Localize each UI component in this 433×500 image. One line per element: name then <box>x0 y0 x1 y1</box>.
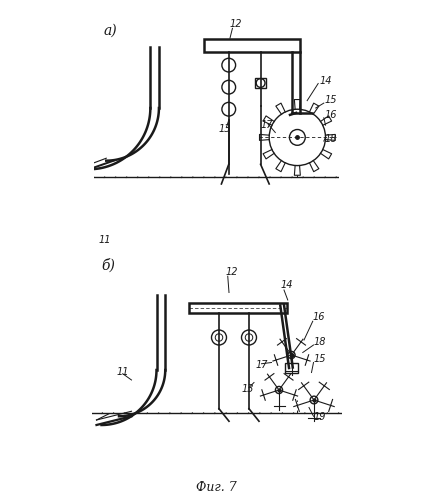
Text: а): а) <box>104 24 117 38</box>
Text: 15: 15 <box>314 354 326 364</box>
Bar <box>189 302 287 312</box>
Text: 19: 19 <box>314 412 326 422</box>
Text: Фиг. 7: Фиг. 7 <box>196 481 237 494</box>
Text: 17: 17 <box>255 360 268 370</box>
Text: 18: 18 <box>314 337 326 347</box>
Text: б): б) <box>101 258 115 273</box>
Text: 16: 16 <box>324 110 337 120</box>
Text: 16: 16 <box>313 312 325 322</box>
Text: 17: 17 <box>261 120 273 130</box>
Text: 13: 13 <box>242 384 254 394</box>
Bar <box>255 78 266 88</box>
FancyArrow shape <box>76 164 88 171</box>
Text: 12: 12 <box>225 267 238 277</box>
Text: 18: 18 <box>324 134 337 144</box>
Text: 15: 15 <box>324 95 337 105</box>
Text: 13: 13 <box>219 124 232 134</box>
Bar <box>204 40 300 52</box>
Text: 14: 14 <box>280 280 293 289</box>
Text: 12: 12 <box>230 19 242 29</box>
Text: 11: 11 <box>99 235 111 244</box>
Text: 14: 14 <box>320 76 332 86</box>
Text: 11: 11 <box>116 367 129 377</box>
Bar <box>285 362 298 372</box>
